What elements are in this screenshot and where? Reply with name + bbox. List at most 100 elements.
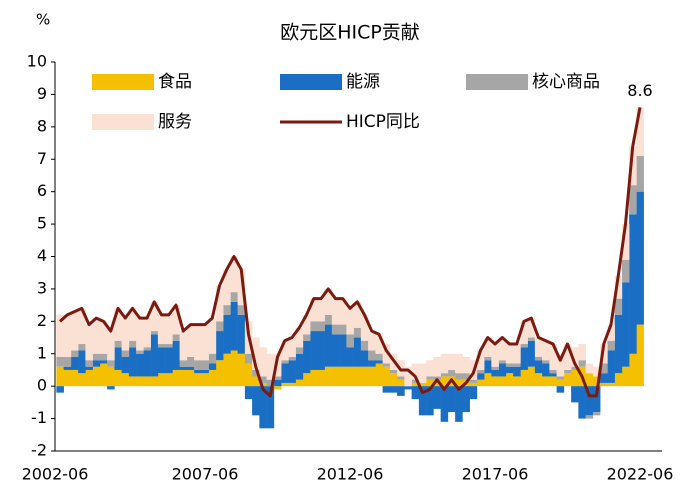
bar-segment	[556, 376, 565, 380]
bar-segment	[179, 369, 188, 387]
bar-segment	[70, 311, 79, 351]
bar-segment	[150, 331, 159, 335]
bar-segment	[476, 379, 485, 387]
bar-segment	[585, 373, 594, 387]
bar-segment	[165, 347, 173, 374]
bar-segment	[440, 373, 449, 377]
bar-segment	[527, 337, 536, 341]
bar-segment	[114, 369, 122, 387]
bar-segment	[99, 353, 108, 361]
bar-segment	[194, 360, 202, 370]
bar-segment	[339, 366, 347, 387]
bar-segment	[585, 415, 594, 419]
bar-segment	[382, 344, 391, 364]
bar-segment	[505, 373, 514, 387]
bar-segment	[462, 386, 470, 413]
bar-segment	[295, 379, 304, 387]
bar-segment	[143, 347, 151, 351]
bar-segment	[513, 366, 521, 377]
y-tick-label: 4	[37, 246, 47, 265]
bar-segment	[578, 386, 586, 419]
bar-segment	[614, 275, 623, 299]
bar-segment	[571, 386, 579, 403]
bar-segment	[172, 369, 180, 387]
bar-segment	[360, 366, 369, 387]
bar-segment	[208, 353, 217, 364]
bar-segment	[455, 386, 463, 422]
bar-segment	[534, 360, 543, 374]
bar-segment	[273, 379, 282, 387]
bar-segment	[411, 386, 420, 400]
bar-segment	[621, 366, 630, 387]
chart-title: 欧元区HICP贡献	[280, 22, 420, 44]
bar-segment	[194, 369, 202, 374]
bar-segment	[288, 360, 296, 383]
bar-segment	[259, 386, 267, 429]
bar-segment	[136, 318, 144, 351]
bar-segment	[353, 337, 362, 367]
bar-segment	[360, 350, 369, 367]
bar-segment	[505, 363, 514, 367]
bar-segment	[498, 376, 507, 387]
bar-segment	[302, 334, 311, 341]
bar-segment	[165, 344, 173, 348]
bar-segment	[331, 298, 340, 325]
bar-segment	[157, 347, 166, 374]
bar-segment	[92, 360, 101, 367]
bar-segment	[230, 350, 238, 387]
bar-segment	[426, 379, 434, 387]
y-tick-label: 5	[37, 214, 47, 233]
bar-segment	[331, 324, 340, 335]
bar-segment	[252, 376, 260, 387]
bar-segment	[607, 324, 615, 341]
x-tick-label: 2012-06	[317, 465, 384, 484]
bar-segment	[230, 292, 238, 302]
bar-segment	[331, 334, 340, 367]
bar-segment	[520, 321, 528, 345]
bar-segment	[179, 331, 188, 361]
bar-segment	[389, 386, 398, 393]
bar-segment	[418, 363, 427, 383]
bar-segment	[513, 344, 521, 364]
bar-segment	[353, 327, 362, 338]
bar-segment	[201, 324, 209, 361]
bar-segment	[469, 379, 478, 383]
bar-segment	[563, 373, 572, 387]
bar-segment	[433, 379, 441, 387]
bar-segment	[462, 373, 470, 380]
bar-segment	[339, 334, 347, 367]
bar-segment	[440, 376, 449, 387]
y-tick-label: 1	[37, 343, 47, 362]
bar-segment	[143, 350, 151, 377]
bar-segment	[172, 340, 180, 370]
bar-segment	[128, 308, 137, 341]
x-tick-label: 2022-06	[607, 465, 674, 484]
bar-segment	[114, 347, 122, 370]
bar-segment	[70, 356, 79, 370]
bar-segment	[585, 363, 594, 374]
legend-swatch	[280, 74, 342, 90]
bar-segment	[331, 366, 340, 387]
bar-segment	[534, 373, 543, 387]
bar-segment	[484, 360, 492, 374]
bar-segment	[368, 360, 376, 367]
bar-segment	[223, 353, 231, 387]
bar-segment	[346, 308, 354, 335]
bar-segment	[179, 360, 188, 367]
bar-segment	[92, 366, 101, 387]
bar-segment	[78, 373, 86, 387]
bar-segment	[223, 269, 231, 306]
bar-segment	[621, 282, 630, 367]
bar-segment	[157, 344, 166, 348]
bar-segment	[114, 340, 122, 348]
data-label: 8.6	[627, 81, 652, 100]
bar-segment	[281, 382, 289, 387]
bar-segment	[107, 327, 115, 361]
bar-segment	[498, 337, 507, 361]
y-tick-label: -2	[31, 441, 47, 460]
bar-segment	[194, 324, 202, 361]
bar-segment	[636, 324, 644, 387]
bar-segment	[484, 337, 492, 357]
x-tick-label: 2002-06	[22, 465, 89, 484]
bar-segment	[614, 298, 623, 315]
